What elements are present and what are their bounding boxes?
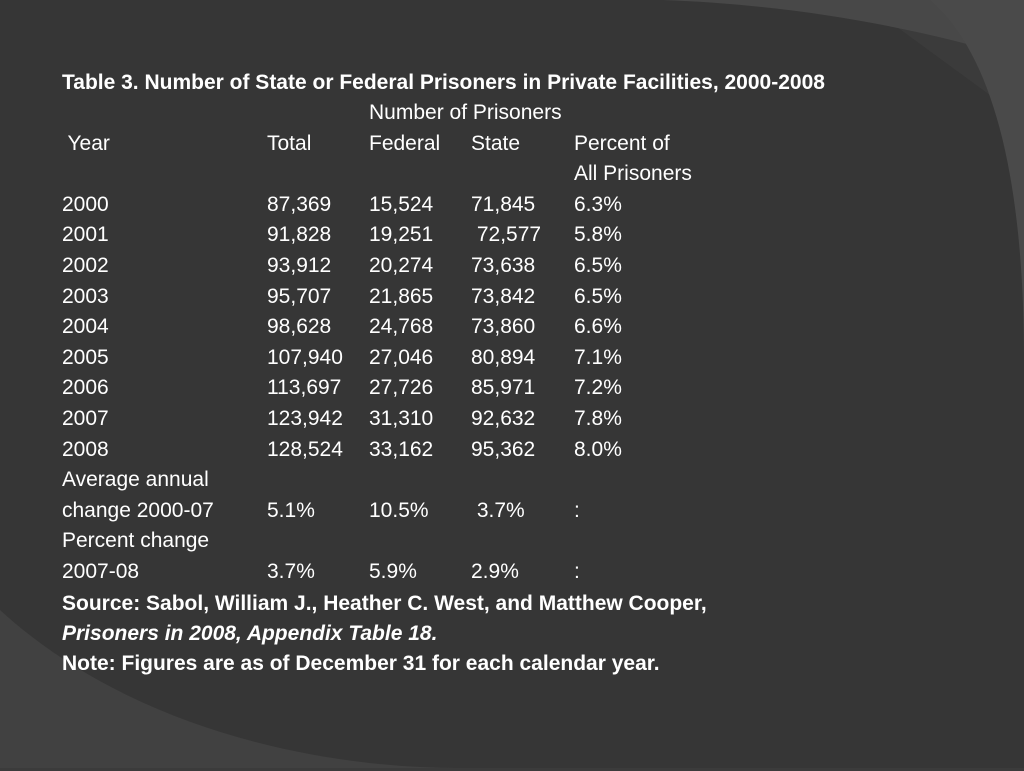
header-row: Year Total Federal State Percent of xyxy=(62,129,962,160)
cell-total: 91,828 xyxy=(267,223,332,247)
cell-year: 2004 xyxy=(62,315,109,339)
pct-change-state: 2.9% xyxy=(471,559,519,583)
header-row-2: All Prisoners xyxy=(62,159,962,190)
header-federal: Federal xyxy=(369,131,441,155)
cell-percent: 6.6% xyxy=(574,315,622,339)
cell-percent: 8.0% xyxy=(574,437,622,461)
avg-change-label: Average annual xyxy=(62,468,209,492)
table-notes: Source: Sabol, William J., Heather C. We… xyxy=(62,589,962,679)
cell-percent: 7.8% xyxy=(574,406,622,430)
header-percent-line2: All Prisoners xyxy=(574,162,692,186)
cell-percent: 6.5% xyxy=(574,284,622,308)
avg-change-row: change 2000-07 5.1% 10.5% 3.7% : xyxy=(62,496,962,527)
pct-change-label-row: Percent change xyxy=(62,526,962,557)
table-row: 2000 87,369 15,524 71,845 6.3% xyxy=(62,190,962,221)
header-year: Year xyxy=(62,131,110,155)
cell-total: 113,697 xyxy=(267,376,342,400)
cell-year: 2003 xyxy=(62,284,109,308)
source-line: Source: Sabol, William J., Heather C. We… xyxy=(62,591,707,615)
pct-change-federal: 5.9% xyxy=(369,559,417,583)
cell-federal: 33,162 xyxy=(369,437,434,461)
cell-year: 2008 xyxy=(62,437,109,461)
prisoners-table: Number of Prisoners Year Total Federal S… xyxy=(62,98,962,588)
table-row: 2002 93,912 20,274 73,638 6.5% xyxy=(62,251,962,282)
table-row: 2004 98,628 24,768 73,860 6.6% xyxy=(62,312,962,343)
cell-percent: 6.5% xyxy=(574,253,622,277)
header-percent: Percent of xyxy=(574,131,670,155)
pct-change-total: 3.7% xyxy=(267,559,315,583)
avg-change-label-2: change 2000-07 xyxy=(62,498,214,522)
cell-year: 2002 xyxy=(62,253,109,277)
source-publication: Prisoners in 2008, Appendix Table 18. xyxy=(62,621,438,645)
cell-federal: 27,046 xyxy=(369,345,434,369)
pct-change-row: 2007-08 3.7% 5.9% 2.9% : xyxy=(62,557,962,588)
cell-year: 2007 xyxy=(62,406,109,430)
cell-percent: 7.1% xyxy=(574,345,622,369)
cell-total: 98,628 xyxy=(267,315,332,339)
note-line: Note: Figures are as of December 31 for … xyxy=(62,651,660,675)
table-row: 2003 95,707 21,865 73,842 6.5% xyxy=(62,282,962,313)
cell-total: 95,707 xyxy=(267,284,332,308)
header-total: Total xyxy=(267,131,312,155)
cell-state: 73,638 xyxy=(471,253,536,277)
header-group-row: Number of Prisoners xyxy=(62,98,962,129)
cell-year: 2006 xyxy=(62,376,109,400)
slide-content: Table 3. Number of State or Federal Pris… xyxy=(62,68,962,679)
table-title: Table 3. Number of State or Federal Pris… xyxy=(62,71,825,94)
header-state: State xyxy=(471,131,521,155)
cell-percent: 5.8% xyxy=(574,223,622,247)
cell-total: 123,942 xyxy=(267,406,343,430)
pct-change-label: Percent change xyxy=(62,529,210,553)
avg-change-federal: 10.5% xyxy=(369,498,429,522)
avg-change-state: 3.7% xyxy=(471,498,525,522)
cell-total: 128,524 xyxy=(267,437,343,461)
table-row: 2008 128,524 33,162 95,362 8.0% xyxy=(62,435,962,466)
avg-change-label-row: Average annual xyxy=(62,465,962,496)
cell-state: 72,577 xyxy=(471,223,542,247)
cell-federal: 31,310 xyxy=(369,406,434,430)
avg-change-percent: : xyxy=(574,498,580,522)
cell-state: 92,632 xyxy=(471,406,536,430)
avg-change-total: 5.1% xyxy=(267,498,315,522)
table-row: 2007 123,942 31,310 92,632 7.8% xyxy=(62,404,962,435)
cell-state: 95,362 xyxy=(471,437,536,461)
cell-year: 2000 xyxy=(62,192,109,216)
cell-federal: 20,274 xyxy=(369,253,434,277)
cell-federal: 27,726 xyxy=(369,376,434,400)
cell-percent: 7.2% xyxy=(574,376,622,400)
table-row: 2006 113,697 27,726 85,971 7.2% xyxy=(62,373,962,404)
cell-total: 87,369 xyxy=(267,192,332,216)
cell-state: 80,894 xyxy=(471,345,536,369)
cell-total: 93,912 xyxy=(267,253,332,277)
cell-federal: 19,251 xyxy=(369,223,434,247)
cell-federal: 15,524 xyxy=(369,192,434,216)
pct-change-label-2: 2007-08 xyxy=(62,559,140,583)
header-group-label: Number of Prisoners xyxy=(369,101,562,124)
table-row: 2001 91,828 19,251 72,577 5.8% xyxy=(62,220,962,251)
table-row: 2005 107,940 27,046 80,894 7.1% xyxy=(62,343,962,374)
cell-year: 2001 xyxy=(62,223,109,247)
cell-state: 73,842 xyxy=(471,284,536,308)
cell-state: 71,845 xyxy=(471,192,536,216)
cell-state: 73,860 xyxy=(471,315,536,339)
cell-total: 107,940 xyxy=(267,345,343,369)
cell-federal: 21,865 xyxy=(369,284,434,308)
cell-percent: 6.3% xyxy=(574,192,622,216)
pct-change-percent: : xyxy=(574,559,580,583)
cell-state: 85,971 xyxy=(471,376,536,400)
cell-federal: 24,768 xyxy=(369,315,434,339)
cell-year: 2005 xyxy=(62,345,109,369)
